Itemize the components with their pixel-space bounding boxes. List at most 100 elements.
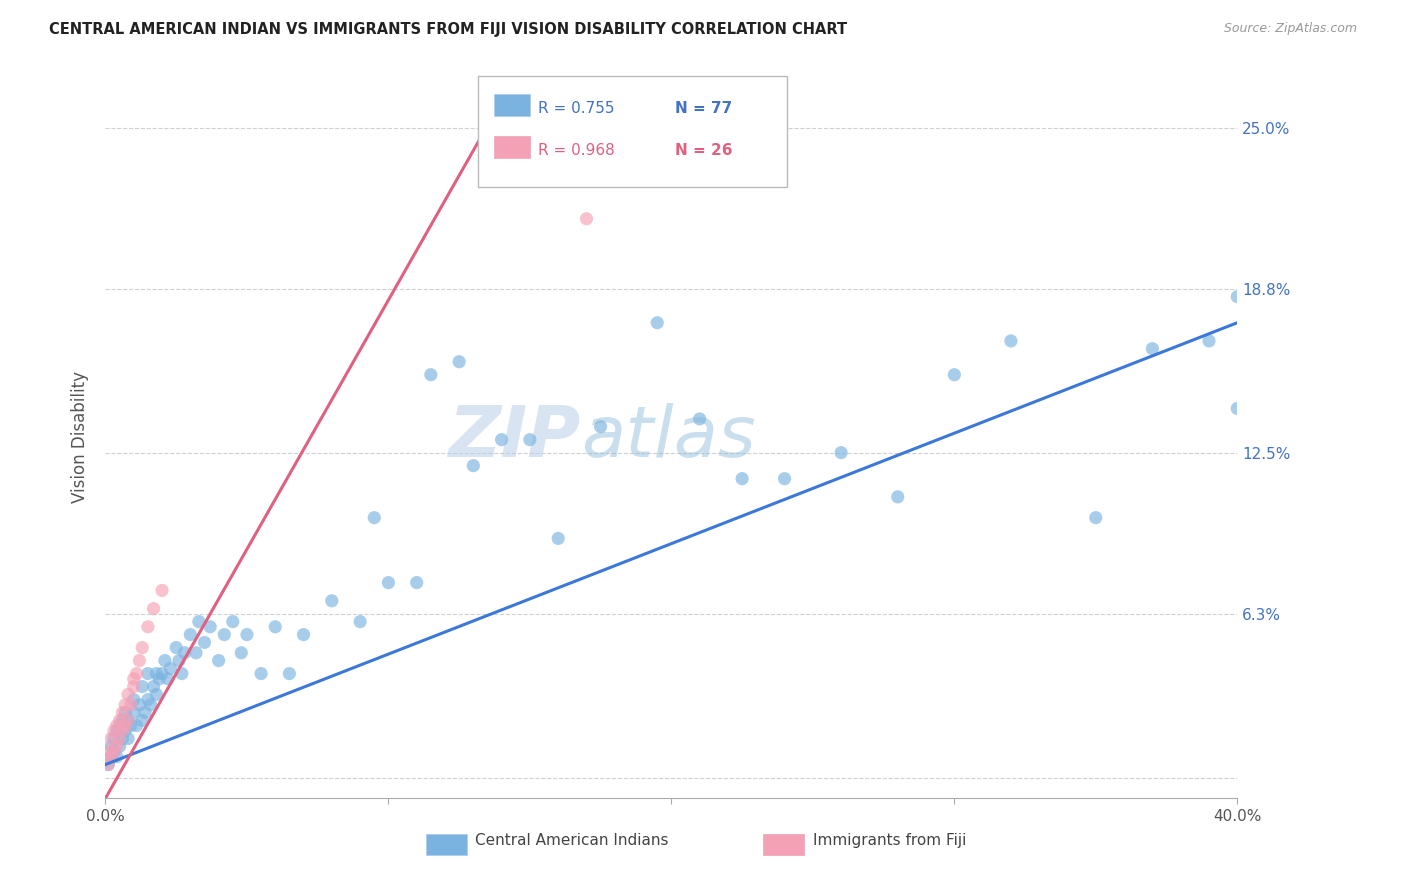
Point <box>117 687 139 701</box>
Text: ZIP: ZIP <box>449 402 581 472</box>
Point <box>222 615 245 629</box>
Point <box>1226 290 1249 304</box>
Point <box>114 706 136 720</box>
Point <box>1084 510 1107 524</box>
Point <box>122 692 145 706</box>
Point <box>125 666 148 681</box>
Point <box>830 445 852 459</box>
Point <box>103 745 125 759</box>
Point <box>173 646 195 660</box>
Text: R = 0.968: R = 0.968 <box>538 143 616 158</box>
Point <box>142 601 165 615</box>
Point <box>150 583 173 598</box>
Point <box>117 714 139 728</box>
Point <box>145 687 167 701</box>
Point <box>111 706 134 720</box>
Point <box>349 615 371 629</box>
Point <box>193 635 215 649</box>
Point <box>122 672 145 686</box>
Point <box>150 666 173 681</box>
Text: N = 77: N = 77 <box>675 101 733 116</box>
Point <box>363 510 385 524</box>
Point <box>156 672 179 686</box>
Point <box>463 458 485 473</box>
Point <box>1000 334 1022 348</box>
Point <box>139 698 162 712</box>
Point <box>179 627 201 641</box>
Point <box>114 723 136 738</box>
Point <box>105 749 128 764</box>
Text: Source: ZipAtlas.com: Source: ZipAtlas.com <box>1223 22 1357 36</box>
Point <box>136 666 159 681</box>
Point <box>100 749 122 764</box>
Point <box>111 731 134 746</box>
Point <box>187 615 209 629</box>
Point <box>108 731 131 746</box>
Point <box>1198 334 1220 348</box>
Point <box>278 666 301 681</box>
Point <box>120 718 142 732</box>
Point <box>236 627 259 641</box>
Point <box>100 731 122 746</box>
Point <box>128 698 150 712</box>
Point <box>589 419 612 434</box>
Point <box>198 620 221 634</box>
Point <box>103 723 125 738</box>
Point <box>131 680 153 694</box>
Point <box>292 627 315 641</box>
Point <box>645 316 668 330</box>
Point <box>145 666 167 681</box>
Point <box>117 714 139 728</box>
Point <box>547 532 569 546</box>
Point <box>125 718 148 732</box>
Point <box>108 714 131 728</box>
Point <box>136 620 159 634</box>
Point <box>167 654 190 668</box>
Point <box>148 672 170 686</box>
Text: Central American Indians: Central American Indians <box>475 833 669 847</box>
Point <box>100 739 122 754</box>
Point <box>575 211 598 226</box>
Point <box>134 706 156 720</box>
Point <box>105 739 128 754</box>
Point <box>142 680 165 694</box>
Point <box>111 714 134 728</box>
Point <box>105 723 128 738</box>
Point <box>231 646 253 660</box>
Point <box>519 433 541 447</box>
Point <box>1226 401 1249 416</box>
Text: N = 26: N = 26 <box>675 143 733 158</box>
Point <box>122 680 145 694</box>
Point <box>449 355 471 369</box>
Point <box>214 627 236 641</box>
Text: R = 0.755: R = 0.755 <box>538 101 614 116</box>
Point <box>153 654 176 668</box>
Point <box>97 745 120 759</box>
Point <box>773 472 796 486</box>
Point <box>103 745 125 759</box>
Point <box>405 575 427 590</box>
Point <box>108 718 131 732</box>
Point <box>136 692 159 706</box>
Point <box>165 640 187 655</box>
Point <box>419 368 441 382</box>
Point <box>131 714 153 728</box>
Point <box>117 731 139 746</box>
Point <box>377 575 399 590</box>
Point <box>128 654 150 668</box>
Point <box>321 594 343 608</box>
Point <box>120 698 142 712</box>
Y-axis label: Vision Disability: Vision Disability <box>72 371 90 503</box>
Point <box>184 646 207 660</box>
Point <box>170 666 193 681</box>
Point <box>108 739 131 754</box>
Point <box>491 433 513 447</box>
Point <box>105 718 128 732</box>
Point <box>131 640 153 655</box>
Point <box>103 731 125 746</box>
Point <box>100 749 122 764</box>
Point <box>689 412 711 426</box>
Text: CENTRAL AMERICAN INDIAN VS IMMIGRANTS FROM FIJI VISION DISABILITY CORRELATION CH: CENTRAL AMERICAN INDIAN VS IMMIGRANTS FR… <box>49 22 848 37</box>
Point <box>264 620 287 634</box>
Point <box>114 698 136 712</box>
